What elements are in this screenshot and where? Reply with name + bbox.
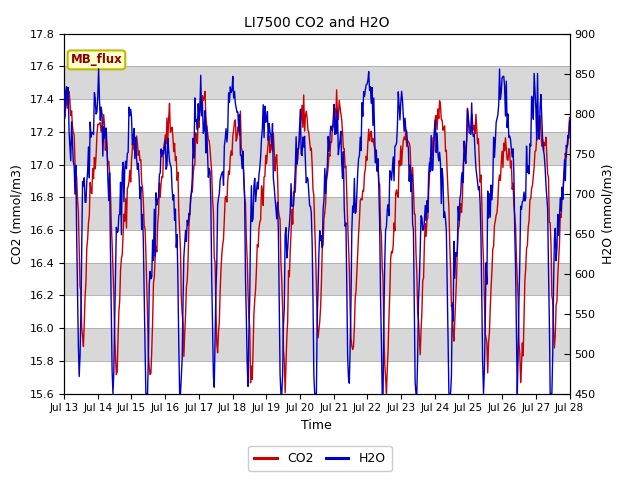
Bar [64,165,570,197]
Y-axis label: CO2 (mmol/m3): CO2 (mmol/m3) [11,164,24,264]
Bar [64,230,570,263]
Bar [64,99,570,132]
Bar [64,34,570,66]
Legend: CO2, H2O: CO2, H2O [248,446,392,471]
X-axis label: Time: Time [301,419,332,432]
Bar [64,361,570,394]
Text: MB_flux: MB_flux [70,53,122,66]
Bar [64,295,570,328]
Title: LI7500 CO2 and H2O: LI7500 CO2 and H2O [244,16,390,30]
Y-axis label: H2O (mmol/m3): H2O (mmol/m3) [601,163,614,264]
